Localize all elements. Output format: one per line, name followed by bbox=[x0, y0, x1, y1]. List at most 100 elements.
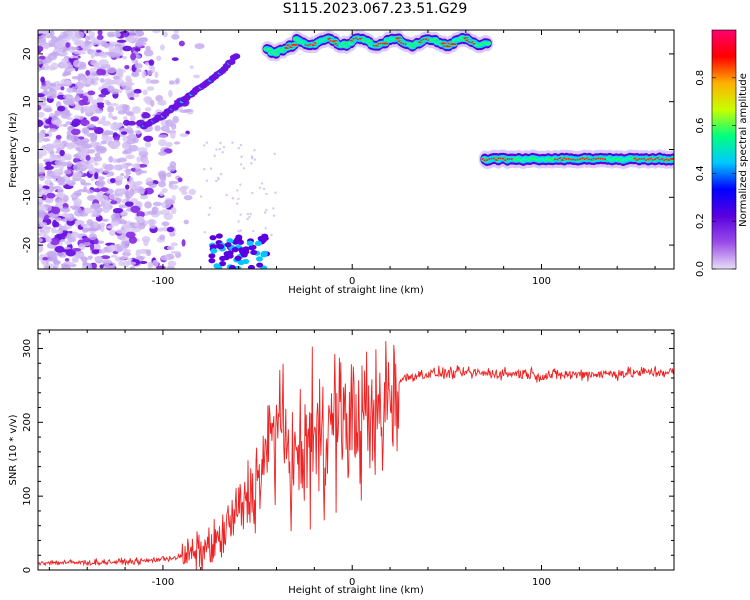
noise-speck bbox=[219, 172, 223, 176]
noise-speck bbox=[67, 237, 77, 243]
noise-speck bbox=[61, 263, 66, 269]
noise-speck bbox=[101, 134, 109, 141]
noise-speck bbox=[118, 127, 129, 133]
noise-speck bbox=[44, 80, 51, 86]
noise-speck bbox=[59, 149, 65, 157]
noise-speck bbox=[40, 85, 50, 90]
noise-speck bbox=[93, 221, 99, 229]
noise-speck bbox=[63, 51, 69, 56]
noise-speck bbox=[120, 211, 128, 216]
noise-speck bbox=[170, 207, 177, 215]
noise-speck bbox=[114, 256, 125, 262]
noise-speck bbox=[117, 157, 127, 163]
noise-speck bbox=[75, 89, 84, 95]
bottom-blob-mark bbox=[217, 244, 225, 250]
noise-speck bbox=[57, 186, 64, 195]
noise-speck bbox=[86, 123, 96, 128]
bottom-blob-mark bbox=[255, 256, 263, 262]
colorbar-frame bbox=[711, 29, 737, 270]
noise-speck bbox=[162, 31, 168, 38]
noise-speck bbox=[264, 227, 267, 230]
y-tick-label: 0 bbox=[22, 567, 33, 573]
noise-speck bbox=[122, 45, 133, 52]
noise-speck bbox=[205, 179, 209, 182]
noise-speck bbox=[101, 120, 111, 127]
noise-speck bbox=[97, 30, 103, 36]
noise-speck bbox=[106, 225, 115, 229]
noise-speck bbox=[54, 229, 64, 235]
noise-speck bbox=[194, 43, 205, 50]
noise-speck bbox=[49, 87, 54, 92]
noise-speck bbox=[118, 261, 126, 267]
upper-band-inner bbox=[483, 41, 491, 46]
noise-speck bbox=[108, 51, 118, 59]
noise-speck bbox=[208, 206, 212, 210]
noise-speck bbox=[120, 131, 128, 135]
colorbar: 0.0 0.2 0.4 0.6 0.8 Normalized spectral ampl… bbox=[695, 29, 749, 277]
noise-speck bbox=[93, 162, 99, 166]
noise-speck bbox=[154, 71, 159, 79]
noise-speck bbox=[193, 74, 200, 79]
noise-speck bbox=[142, 158, 150, 166]
noise-speck bbox=[183, 109, 194, 113]
noise-speck bbox=[72, 164, 81, 171]
noise-speck bbox=[74, 31, 85, 39]
x-tick-label: 0 bbox=[349, 577, 355, 588]
snr-y-label: SNR (10 * v/v) bbox=[8, 414, 19, 485]
noise-speck bbox=[189, 65, 194, 69]
noise-speck bbox=[157, 180, 166, 188]
noise-speck bbox=[239, 163, 243, 166]
noise-speck bbox=[81, 79, 86, 85]
noise-speck bbox=[147, 69, 153, 76]
noise-speck bbox=[199, 195, 203, 198]
noise-speck bbox=[146, 219, 157, 225]
noise-speck bbox=[92, 210, 97, 216]
noise-speck bbox=[51, 116, 59, 120]
noise-speck bbox=[63, 153, 73, 160]
noise-speck bbox=[272, 214, 276, 218]
noise-speck bbox=[135, 39, 144, 48]
noise-speck bbox=[54, 197, 61, 203]
noise-speck bbox=[251, 191, 254, 195]
noise-speck bbox=[144, 61, 150, 66]
noise-speck bbox=[133, 222, 139, 228]
noise-speck bbox=[90, 59, 99, 66]
noise-speck bbox=[137, 170, 148, 174]
noise-speck bbox=[71, 231, 78, 236]
noise-speck bbox=[159, 191, 165, 197]
noise-speck bbox=[253, 149, 256, 152]
noise-speck bbox=[62, 194, 69, 203]
noise-speck bbox=[65, 121, 72, 125]
noise-speck bbox=[143, 96, 153, 103]
x-tick-label: 100 bbox=[532, 276, 551, 287]
noise-speck bbox=[129, 188, 135, 196]
noise-speck bbox=[38, 93, 45, 98]
noise-speck bbox=[150, 99, 155, 107]
noise-speck bbox=[81, 265, 87, 269]
noise-speck bbox=[66, 142, 74, 150]
noise-speck bbox=[44, 165, 54, 170]
figure-title: S115.2023.067.23.51.G29 bbox=[282, 1, 468, 17]
noise-speck bbox=[49, 112, 55, 118]
noise-speck bbox=[122, 104, 129, 111]
bottom-blob-mark bbox=[224, 242, 232, 248]
noise-speck bbox=[112, 207, 124, 214]
noise-speck bbox=[167, 165, 177, 172]
noise-speck bbox=[135, 133, 141, 139]
noise-speck bbox=[70, 55, 79, 59]
noise-speck bbox=[52, 119, 63, 125]
colorbar-tick-label: 0.6 bbox=[695, 118, 706, 134]
noise-speck bbox=[274, 191, 277, 194]
colorbar-scale bbox=[712, 30, 736, 269]
noise-speck bbox=[148, 183, 157, 189]
noise-speck bbox=[116, 39, 127, 43]
bottom-blob-mark bbox=[222, 255, 230, 261]
noise-speck bbox=[141, 236, 151, 243]
noise-speck bbox=[133, 88, 142, 94]
noise-speck bbox=[151, 206, 159, 214]
noise-speck bbox=[165, 119, 174, 127]
noise-speck bbox=[113, 31, 121, 38]
noise-speck bbox=[94, 172, 99, 180]
noise-speck bbox=[54, 85, 60, 91]
noise-speck bbox=[250, 162, 253, 165]
